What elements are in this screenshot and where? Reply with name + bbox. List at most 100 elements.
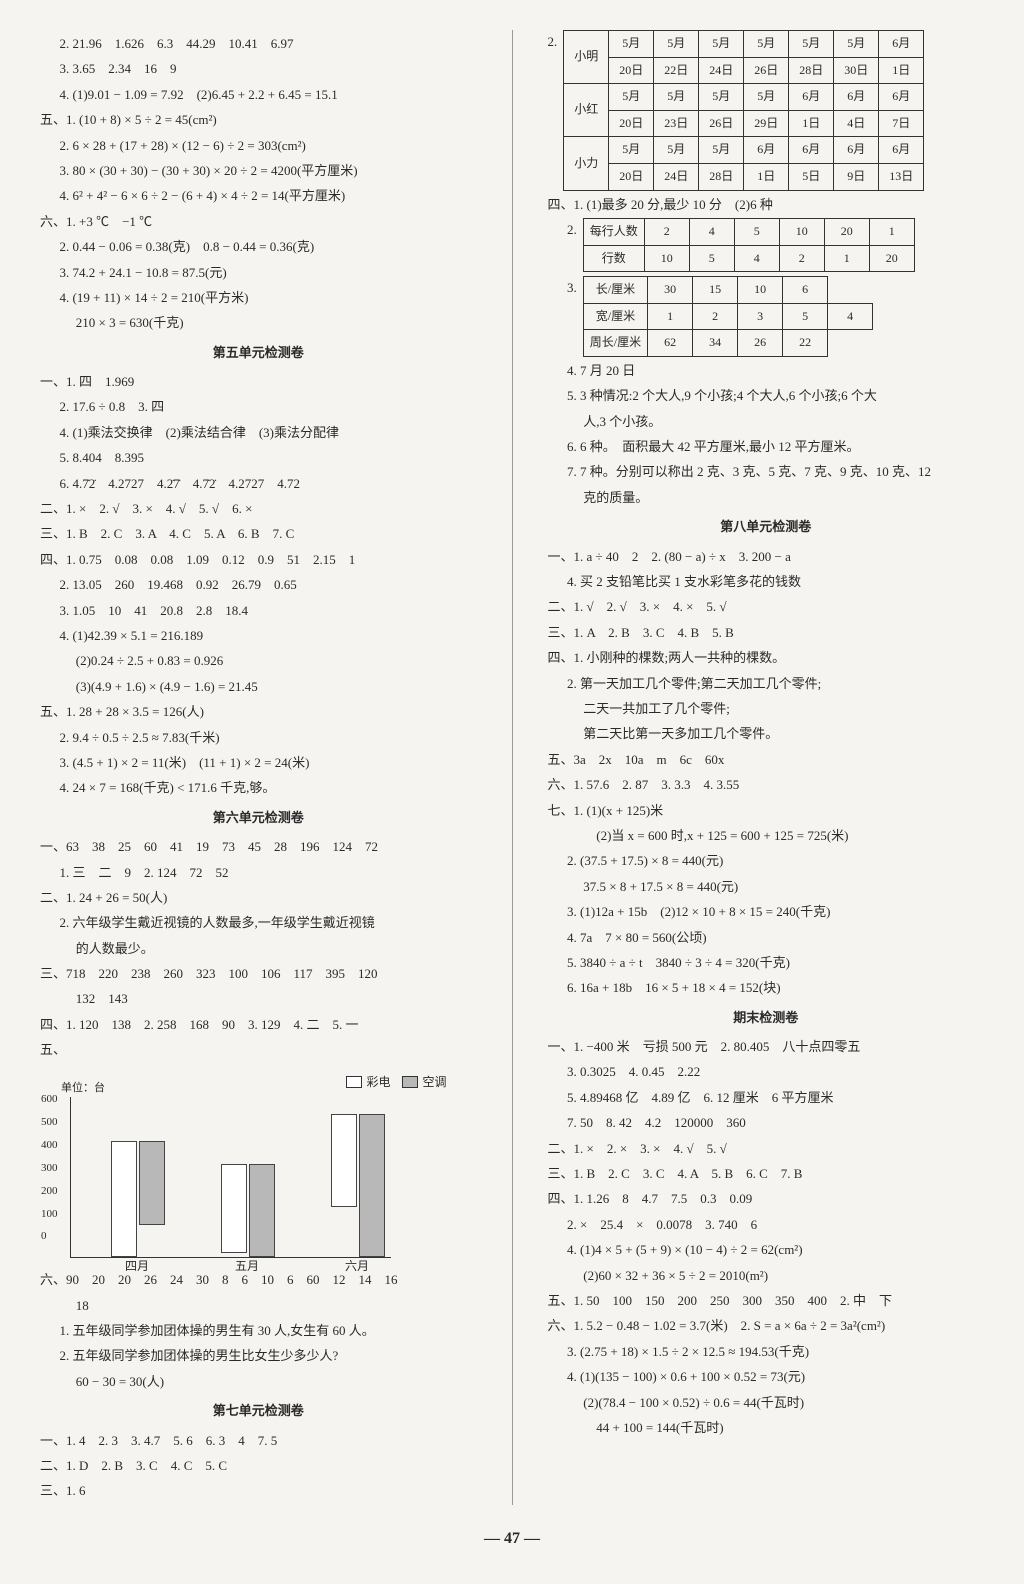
calendar-table: 小明5月5月5月5月5月5月6月20日22日24日26日28日30日1日小红5月… <box>563 30 924 191</box>
text-line: (2)0.24 ÷ 2.5 + 0.83 = 0.926 <box>40 649 477 672</box>
text-line: 3. 80 × (30 + 30) − (30 + 30) × 20 ÷ 2 =… <box>40 159 477 182</box>
text-line: 五、3a 2x 10a m 6c 60x <box>548 748 985 771</box>
text-line: 三、1. B 2. C 3. A 4. C 5. A 6. B 7. C <box>40 522 477 545</box>
text-line: 6. 6 种。 面积最大 42 平方厘米,最小 12 平方厘米。 <box>548 435 985 458</box>
text-line: 3. 0.3025 4. 0.45 2.22 <box>548 1060 985 1083</box>
legend-caidian: 彩电 <box>346 1072 390 1094</box>
section-title: 第八单元检测卷 <box>548 515 985 538</box>
text-line: 2. 6 × 28 + (17 + 28) × (12 − 6) ÷ 2 = 3… <box>40 134 477 157</box>
text-line: 一、1. 四 1.969 <box>40 370 477 393</box>
text-line: 2. 五年级同学参加团体操的男生比女生少多少人? <box>40 1344 477 1367</box>
text-line: (2)(78.4 − 100 × 0.52) ÷ 0.6 = 44(千瓦时) <box>548 1391 985 1414</box>
text-line: 2. 17.6 ÷ 0.8 3. 四 <box>40 395 477 418</box>
text-line: 7. 50 8. 42 4.2 120000 360 <box>548 1111 985 1134</box>
text-line: 五、1. 28 + 28 × 3.5 = 126(人) <box>40 700 477 723</box>
text-line: 二天一共加工了几个零件; <box>548 697 985 720</box>
text-line: 1. 五年级同学参加团体操的男生有 30 人,女生有 60 人。 <box>40 1319 477 1342</box>
text-line: 210 × 3 = 630(千克) <box>40 311 477 334</box>
text-line: 18 <box>40 1294 477 1317</box>
text-line: 六、1. 5.2 − 0.48 − 1.02 = 3.7(米) 2. S = a… <box>548 1314 985 1337</box>
text-line: 三、718 220 238 260 323 100 106 117 395 12… <box>40 962 477 985</box>
text-line: 二、1. × 2. √ 3. × 4. √ 5. √ 6. × <box>40 497 477 520</box>
chart-axes: 单位：台 0100200300400500600四月五月六月 <box>70 1097 391 1258</box>
text-line: (2)当 x = 600 时,x + 125 = 600 + 125 = 725… <box>548 824 985 847</box>
text-line: 6. 16a + 18b 16 × 5 + 18 × 4 = 152(块) <box>548 976 985 999</box>
text-line: 二、1. × 2. × 3. × 4. √ 5. √ <box>548 1137 985 1160</box>
text-line: 六、1. 57.6 2. 87 3. 3.3 4. 3.55 <box>548 773 985 796</box>
section-title: 第七单元检测卷 <box>40 1399 477 1422</box>
text-line: 2. × 25.4 × 0.0078 3. 740 6 <box>548 1213 985 1236</box>
text-line: 3. (4.5 + 1) × 2 = 11(米) (11 + 1) × 2 = … <box>40 751 477 774</box>
text-line: 二、1. D 2. B 3. C 4. C 5. C <box>40 1454 477 1477</box>
text-line: 三、1. B 2. C 3. C 4. A 5. B 6. C 7. B <box>548 1162 985 1185</box>
text-line: 4. 7 月 20 日 <box>548 359 985 382</box>
text-line: 四、1. 1.26 8 4.7 7.5 0.3 0.09 <box>548 1187 985 1210</box>
text-line: 四、1. 0.75 0.08 0.08 1.09 0.12 0.9 51 2.1… <box>40 548 477 571</box>
text-line: 四、1. 120 138 2. 258 168 90 3. 129 4. 二 5… <box>40 1013 477 1036</box>
text-line: 4. 7a 7 × 80 = 560(公顷) <box>548 926 985 949</box>
text-line: 2. (37.5 + 17.5) × 8 = 440(元) <box>548 849 985 872</box>
page-columns: 2. 21.96 1.626 6.3 44.29 10.41 6.97 3. 3… <box>40 30 984 1505</box>
text-line: 4. (1)4 × 5 + (5 + 9) × (10 − 4) ÷ 2 = 6… <box>548 1238 985 1261</box>
text-line: 2. 13.05 260 19.468 0.92 26.79 0.65 <box>40 573 477 596</box>
data-table: 长/厘米3015106宽/厘米12354周长/厘米62342622 <box>583 276 873 357</box>
section-title: 期末检测卷 <box>548 1006 985 1029</box>
data-table: 每行人数24510201行数10542120 <box>583 218 915 272</box>
text-line: 4. 6² + 4² − 6 × 6 ÷ 2 − (6 + 4) × 4 ÷ 2… <box>40 184 477 207</box>
text-line: 2. 21.96 1.626 6.3 44.29 10.41 6.97 <box>40 32 477 55</box>
text-line: 一、1. 4 2. 3 3. 4.7 5. 6 6. 3 4 7. 5 <box>40 1429 477 1452</box>
text-line: 4. (1)9.01 − 1.09 = 7.92 (2)6.45 + 2.2 +… <box>40 83 477 106</box>
text-line: 三、1. A 2. B 3. C 4. B 5. B <box>548 621 985 644</box>
text-line: 3. <box>567 276 577 299</box>
right-column: 2. 小明5月5月5月5月5月5月6月20日22日24日26日28日30日1日小… <box>548 30 985 1505</box>
text-line: 3. 1.05 10 41 20.8 2.8 18.4 <box>40 599 477 622</box>
text-line: 五、1. 50 100 150 200 250 300 350 400 2. 中… <box>548 1289 985 1312</box>
bar-chart: 彩电 空调 单位：台 0100200300400500600四月五月六月 <box>70 1072 477 1259</box>
text-line: 七、1. (1)(x + 125)米 <box>548 799 985 822</box>
text-line: 4. (1)乘法交换律 (2)乘法结合律 (3)乘法分配律 <box>40 421 477 444</box>
text-line: 4. (1)42.39 × 5.1 = 216.189 <box>40 624 477 647</box>
text-line: 人,3 个小孩。 <box>548 410 985 433</box>
text-line: 4. (19 + 11) × 14 ÷ 2 = 210(平方米) <box>40 286 477 309</box>
text-line: 3. 74.2 + 24.1 − 10.8 = 87.5(元) <box>40 261 477 284</box>
text-line: 一、1. a ÷ 40 2 2. (80 − a) ÷ x 3. 200 − a <box>548 545 985 568</box>
text-line: 四、1. 小刚种的棵数;两人一共种的棵数。 <box>548 646 985 669</box>
text-line: 37.5 × 8 + 17.5 × 8 = 440(元) <box>548 875 985 898</box>
section-title: 第六单元检测卷 <box>40 806 477 829</box>
section-title: 第五单元检测卷 <box>40 341 477 364</box>
text-line: 3. (1)12a + 15b (2)12 × 10 + 8 × 15 = 24… <box>548 900 985 923</box>
text-line: 五、1. (10 + 8) × 5 ÷ 2 = 45(cm²) <box>40 108 477 131</box>
left-column: 2. 21.96 1.626 6.3 44.29 10.41 6.97 3. 3… <box>40 30 477 1505</box>
text-line: 2. <box>567 218 577 241</box>
text-line: 三、1. 6 <box>40 1479 477 1502</box>
chart-unit: 单位：台 <box>61 1079 105 1099</box>
text-line: 2. 第一天加工几个零件;第二天加工几个零件; <box>548 672 985 695</box>
text-line: (2)60 × 32 + 36 × 5 ÷ 2 = 2010(m²) <box>548 1264 985 1287</box>
text-line: 5. 3840 ÷ a ÷ t 3840 ÷ 3 ÷ 4 = 320(千克) <box>548 951 985 974</box>
column-divider <box>512 30 513 1505</box>
text-line: 4. (1)(135 − 100) × 0.6 + 100 × 0.52 = 7… <box>548 1365 985 1388</box>
text-line: (3)(4.9 + 1.6) × (4.9 − 1.6) = 21.45 <box>40 675 477 698</box>
page-number: — 47 — <box>40 1525 984 1554</box>
text-line: 3. (2.75 + 18) × 1.5 ÷ 2 × 12.5 ≈ 194.53… <box>548 1340 985 1363</box>
text-line: 2. 0.44 − 0.06 = 0.38(克) 0.8 − 0.44 = 0.… <box>40 235 477 258</box>
text-line: 一、63 38 25 60 41 19 73 45 28 196 124 72 <box>40 835 477 858</box>
text-line: 2. <box>548 30 558 53</box>
legend-label: 空调 <box>422 1072 446 1094</box>
text-line: 六、1. +3 ℃ −1 ℃ <box>40 210 477 233</box>
text-line: 60 − 30 = 30(人) <box>40 1370 477 1393</box>
text-line: 五、 <box>40 1038 477 1061</box>
text-line: 二、1. 24 + 26 = 50(人) <box>40 886 477 909</box>
legend-kongtiao: 空调 <box>402 1072 446 1094</box>
legend-label: 彩电 <box>366 1072 390 1094</box>
text-line: 44 + 100 = 144(千瓦时) <box>548 1416 985 1439</box>
text-line: 二、1. √ 2. √ 3. × 4. × 5. √ <box>548 595 985 618</box>
text-line: 2. 六年级学生戴近视镜的人数最多,一年级学生戴近视镜 <box>40 911 477 934</box>
text-line: 一、1. −400 米 亏损 500 元 2. 80.405 八十点四零五 <box>548 1035 985 1058</box>
text-line: 3. 3.65 2.34 16 9 <box>40 57 477 80</box>
text-line: 5. 4.89468 亿 4.89 亿 6. 12 厘米 6 平方厘米 <box>548 1086 985 1109</box>
text-line: 4. 24 × 7 = 168(千克) < 171.6 千克,够。 <box>40 776 477 799</box>
chart-legend: 彩电 空调 <box>70 1072 447 1094</box>
text-line: 5. 3 种情况:2 个大人,9 个小孩;4 个大人,6 个小孩;6 个大 <box>548 384 985 407</box>
text-line: 四、1. (1)最多 20 分,最少 10 分 (2)6 种 <box>548 193 985 216</box>
